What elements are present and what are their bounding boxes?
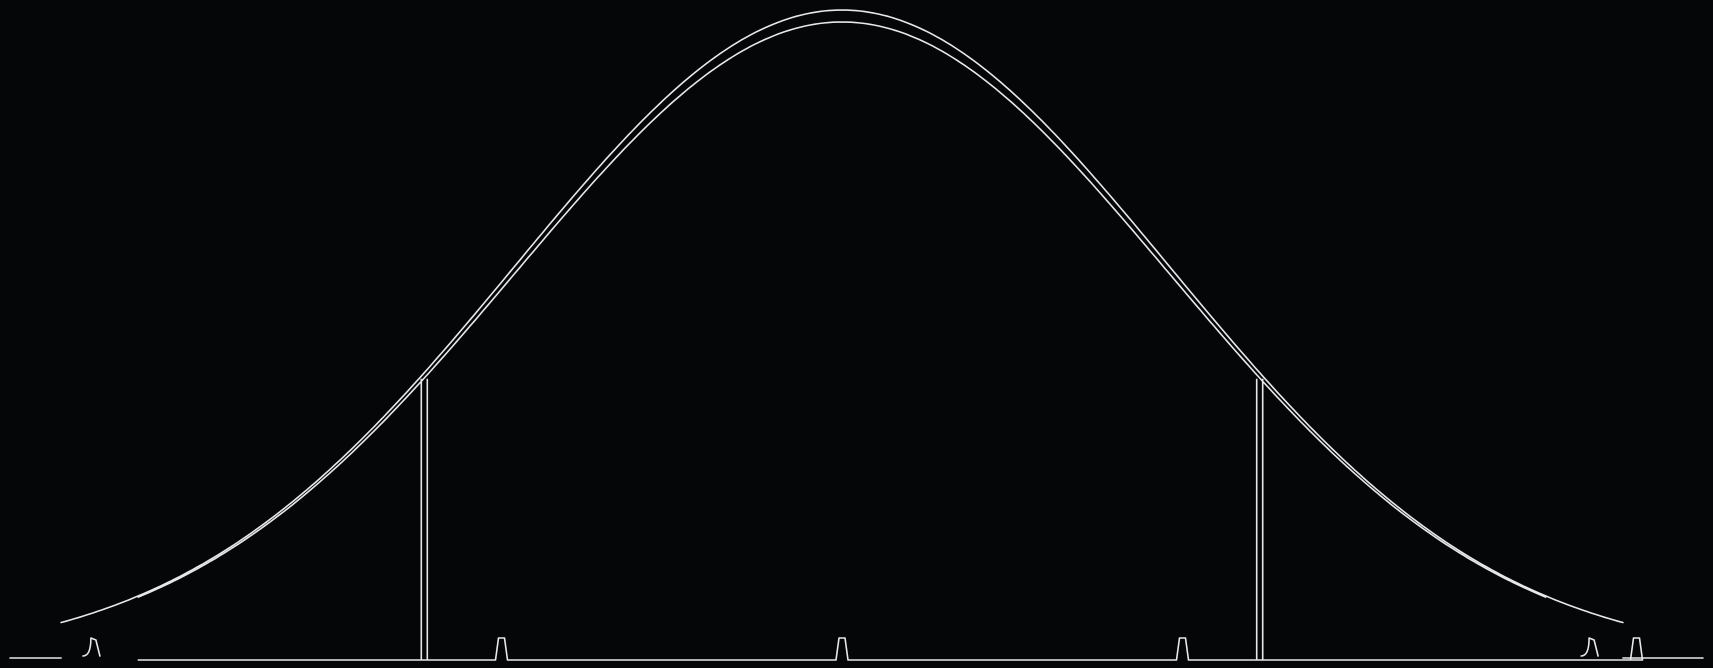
- baseline-with-ticks: [9, 637, 1704, 661]
- bell-curve-outer-outline: [60, 9, 1624, 624]
- bell-curve-inner-outline: [137, 21, 1547, 598]
- vertical-markers-group: [420, 378, 1264, 660]
